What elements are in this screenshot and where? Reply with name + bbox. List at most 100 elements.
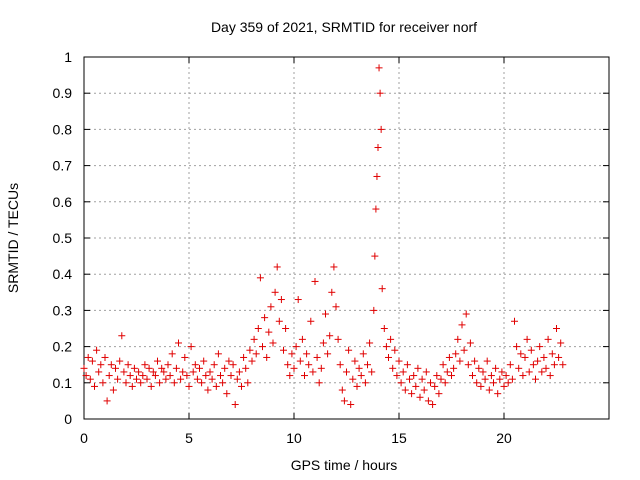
data-point bbox=[267, 303, 275, 311]
data-point bbox=[191, 361, 199, 369]
data-point bbox=[80, 364, 88, 372]
data-point bbox=[500, 382, 508, 390]
data-points bbox=[80, 64, 567, 409]
data-point bbox=[521, 353, 529, 361]
data-point bbox=[380, 325, 388, 332]
data-point bbox=[422, 368, 430, 376]
data-point bbox=[317, 364, 325, 372]
data-point bbox=[353, 382, 361, 390]
data-point bbox=[204, 386, 212, 394]
data-point bbox=[294, 296, 302, 304]
data-point bbox=[517, 350, 525, 358]
data-point bbox=[462, 310, 470, 318]
data-point bbox=[221, 364, 229, 372]
data-point bbox=[229, 361, 237, 369]
data-point bbox=[223, 390, 231, 398]
data-point bbox=[311, 277, 319, 285]
x-tick-label: 15 bbox=[391, 430, 407, 446]
data-point bbox=[452, 350, 460, 358]
x-tick-label: 10 bbox=[286, 430, 302, 446]
data-point bbox=[483, 357, 491, 365]
data-point bbox=[200, 357, 208, 365]
data-point bbox=[303, 350, 311, 358]
data-point bbox=[206, 368, 214, 376]
data-point bbox=[105, 372, 113, 380]
data-point bbox=[481, 375, 489, 383]
data-point bbox=[275, 317, 283, 325]
y-tick-label: 0 bbox=[64, 411, 72, 427]
data-point bbox=[445, 353, 453, 361]
data-point bbox=[235, 368, 243, 376]
y-tick-label: 1 bbox=[64, 49, 72, 65]
data-point bbox=[420, 386, 428, 394]
data-point bbox=[496, 375, 504, 383]
data-point bbox=[351, 357, 359, 365]
data-point bbox=[149, 368, 157, 376]
data-point bbox=[109, 386, 117, 394]
data-point bbox=[298, 335, 306, 343]
y-tick-label: 0.1 bbox=[53, 375, 73, 391]
data-point bbox=[506, 361, 514, 369]
data-point bbox=[185, 382, 193, 390]
y-tick-label: 0.8 bbox=[53, 121, 73, 137]
data-point bbox=[527, 346, 535, 354]
data-point bbox=[454, 335, 462, 343]
data-point bbox=[181, 353, 189, 361]
data-point bbox=[189, 368, 197, 376]
data-point bbox=[263, 353, 271, 361]
data-point bbox=[544, 335, 552, 343]
data-point bbox=[212, 382, 220, 390]
data-point bbox=[175, 339, 182, 347]
data-point bbox=[145, 364, 153, 372]
data-point bbox=[553, 325, 560, 332]
data-point bbox=[170, 379, 178, 387]
data-point bbox=[168, 350, 176, 358]
data-point bbox=[408, 390, 416, 398]
data-point bbox=[391, 346, 399, 354]
data-point bbox=[523, 335, 531, 343]
data-point bbox=[137, 379, 145, 387]
data-point bbox=[101, 353, 109, 361]
data-point bbox=[242, 364, 250, 372]
data-point bbox=[393, 372, 401, 380]
data-point bbox=[322, 310, 329, 318]
data-point bbox=[313, 353, 321, 361]
data-point bbox=[429, 401, 437, 409]
data-point bbox=[193, 375, 201, 383]
data-point bbox=[536, 343, 544, 351]
data-point bbox=[301, 372, 308, 380]
data-point bbox=[120, 368, 128, 376]
data-point bbox=[261, 314, 269, 322]
data-point bbox=[154, 357, 161, 365]
data-point bbox=[116, 357, 124, 365]
data-point bbox=[466, 339, 474, 347]
data-point bbox=[296, 357, 304, 365]
data-point bbox=[382, 343, 390, 351]
data-point bbox=[164, 361, 172, 369]
data-point bbox=[259, 343, 266, 351]
data-point bbox=[139, 372, 147, 380]
data-point bbox=[416, 393, 424, 401]
data-point bbox=[494, 390, 502, 398]
data-point bbox=[443, 368, 451, 376]
data-point bbox=[471, 357, 479, 365]
data-point bbox=[475, 364, 483, 372]
data-point bbox=[338, 386, 346, 394]
data-point bbox=[130, 364, 138, 372]
data-point bbox=[160, 368, 168, 376]
data-point bbox=[198, 379, 206, 387]
data-point bbox=[431, 382, 439, 390]
data-point bbox=[179, 368, 187, 376]
data-point bbox=[519, 372, 527, 380]
data-point bbox=[441, 379, 449, 387]
data-point bbox=[557, 339, 565, 347]
data-point bbox=[412, 382, 420, 390]
data-point bbox=[214, 350, 222, 358]
data-point bbox=[210, 361, 218, 369]
data-point bbox=[538, 368, 546, 376]
data-point bbox=[269, 339, 277, 347]
data-point bbox=[349, 375, 357, 383]
data-point bbox=[529, 361, 537, 369]
data-point bbox=[439, 361, 447, 369]
chart-title: Day 359 of 2021, SRMTID for receiver nor… bbox=[211, 19, 477, 35]
